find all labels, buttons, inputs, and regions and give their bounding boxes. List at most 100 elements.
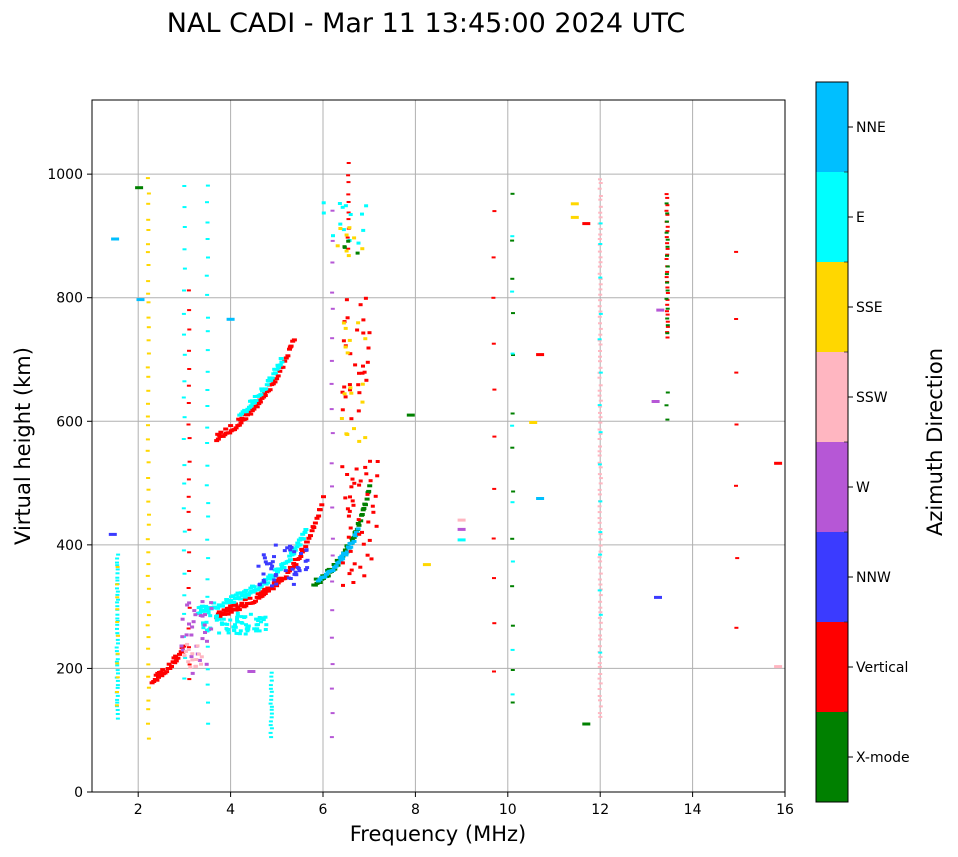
echo-mark xyxy=(248,412,254,416)
echo-mark xyxy=(597,677,602,680)
echo-mark xyxy=(115,701,120,704)
echo-mark xyxy=(317,577,323,581)
echo-mark xyxy=(598,283,603,286)
echo-mark xyxy=(597,461,602,464)
echo-mark xyxy=(146,587,151,590)
echo-mark xyxy=(734,318,739,320)
echo-mark xyxy=(227,609,233,612)
echo-mark xyxy=(188,666,193,670)
echo-mark xyxy=(265,581,271,585)
echo-mark xyxy=(598,600,603,603)
echo-mark xyxy=(269,679,274,682)
echo-mark xyxy=(204,274,209,277)
echo-mark xyxy=(597,511,602,514)
echo-mark xyxy=(205,389,210,391)
echo-mark xyxy=(274,582,279,586)
echo-mark xyxy=(597,473,602,476)
echo-mark xyxy=(367,484,373,488)
echo-mark xyxy=(197,658,202,662)
echo-mark xyxy=(269,671,274,674)
echo-mark xyxy=(341,228,346,232)
echo-mark xyxy=(597,404,602,407)
echo-mark xyxy=(734,484,738,487)
echo-mark xyxy=(598,293,603,296)
echo-mark xyxy=(665,303,670,306)
echo-mark xyxy=(358,479,363,483)
echo-mark xyxy=(247,670,256,673)
echo-mark xyxy=(146,722,150,725)
echo-mark xyxy=(317,508,323,512)
echo-mark xyxy=(598,466,603,469)
echo-mark xyxy=(146,675,151,678)
echo-mark xyxy=(510,537,515,540)
echo-mark xyxy=(361,542,366,546)
echo-mark xyxy=(597,521,602,524)
echo-mark xyxy=(350,499,355,503)
echo-mark xyxy=(598,531,603,534)
echo-mark xyxy=(360,247,365,251)
echo-mark xyxy=(330,537,335,540)
echo-mark xyxy=(215,612,221,616)
echo-mark xyxy=(665,289,670,292)
echo-mark xyxy=(256,623,260,627)
echo-mark xyxy=(235,617,239,621)
echo-mark xyxy=(115,713,120,715)
echo-mark xyxy=(536,497,545,500)
echo-mark xyxy=(664,297,669,300)
echo-mark xyxy=(598,621,603,624)
echo-mark xyxy=(265,562,269,566)
echo-mark xyxy=(206,316,210,319)
echo-mark xyxy=(116,634,120,637)
echo-mark xyxy=(285,571,291,574)
echo-mark xyxy=(492,670,496,673)
echo-mark xyxy=(330,239,335,242)
echo-mark xyxy=(598,421,603,424)
echo-mark xyxy=(598,655,603,658)
echo-mark xyxy=(115,691,119,693)
echo-mark xyxy=(231,625,236,629)
echo-mark xyxy=(115,686,120,689)
echo-mark xyxy=(293,563,299,567)
echo-mark xyxy=(272,371,278,375)
echo-mark xyxy=(146,500,151,503)
echo-mark xyxy=(665,418,670,421)
echo-mark xyxy=(258,393,264,397)
echo-mark xyxy=(259,594,265,598)
echo-mark xyxy=(597,394,602,397)
echo-mark xyxy=(151,680,157,683)
echo-mark xyxy=(339,554,345,558)
echo-mark xyxy=(277,363,283,367)
echo-mark xyxy=(278,579,284,583)
echo-mark xyxy=(330,307,335,310)
echo-mark xyxy=(268,378,274,382)
echo-mark xyxy=(114,660,119,663)
echo-mark xyxy=(349,568,354,572)
echo-mark xyxy=(510,701,515,704)
echo-mark xyxy=(270,382,276,386)
echo-mark xyxy=(359,513,365,516)
echo-mark xyxy=(366,346,371,350)
echo-mark xyxy=(159,674,165,678)
echo-mark xyxy=(115,613,120,616)
echo-mark xyxy=(269,675,274,678)
echo-mark xyxy=(734,371,739,374)
echo-mark xyxy=(340,561,345,565)
echo-mark xyxy=(115,709,120,711)
x-tick-label: 8 xyxy=(411,802,420,818)
echo-mark xyxy=(268,724,273,727)
echo-mark xyxy=(598,299,603,302)
echo-mark xyxy=(355,251,360,255)
echo-mark xyxy=(200,637,205,641)
echo-mark xyxy=(220,434,226,438)
echo-mark xyxy=(511,354,515,356)
echo-mark xyxy=(340,390,345,394)
echo-mark xyxy=(352,236,357,240)
echo-mark xyxy=(225,612,231,616)
echo-mark xyxy=(285,546,290,550)
echo-mark xyxy=(115,698,120,701)
echo-mark xyxy=(233,625,238,629)
echo-mark xyxy=(116,672,120,675)
echo-mark xyxy=(282,577,288,581)
echo-mark xyxy=(291,565,297,569)
echo-mark xyxy=(597,315,602,318)
